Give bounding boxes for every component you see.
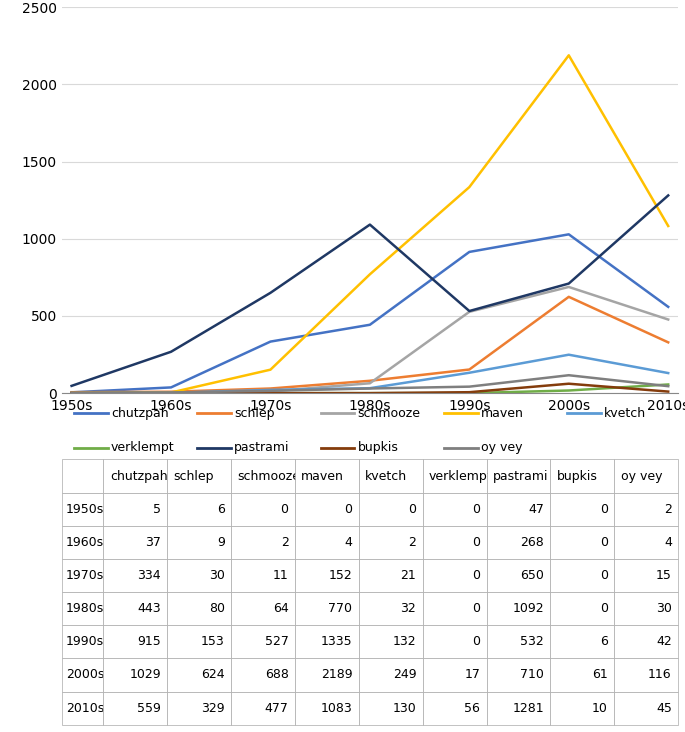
Text: schlep: schlep <box>234 406 275 419</box>
Text: kvetch: kvetch <box>604 406 646 419</box>
Text: maven: maven <box>481 406 524 419</box>
Text: verklempt: verklempt <box>111 441 175 454</box>
Text: oy vey: oy vey <box>481 441 523 454</box>
Text: schmooze: schmooze <box>358 406 421 419</box>
Text: bupkis: bupkis <box>358 441 399 454</box>
Text: pastrami: pastrami <box>234 441 290 454</box>
Text: chutzpah: chutzpah <box>111 406 169 419</box>
